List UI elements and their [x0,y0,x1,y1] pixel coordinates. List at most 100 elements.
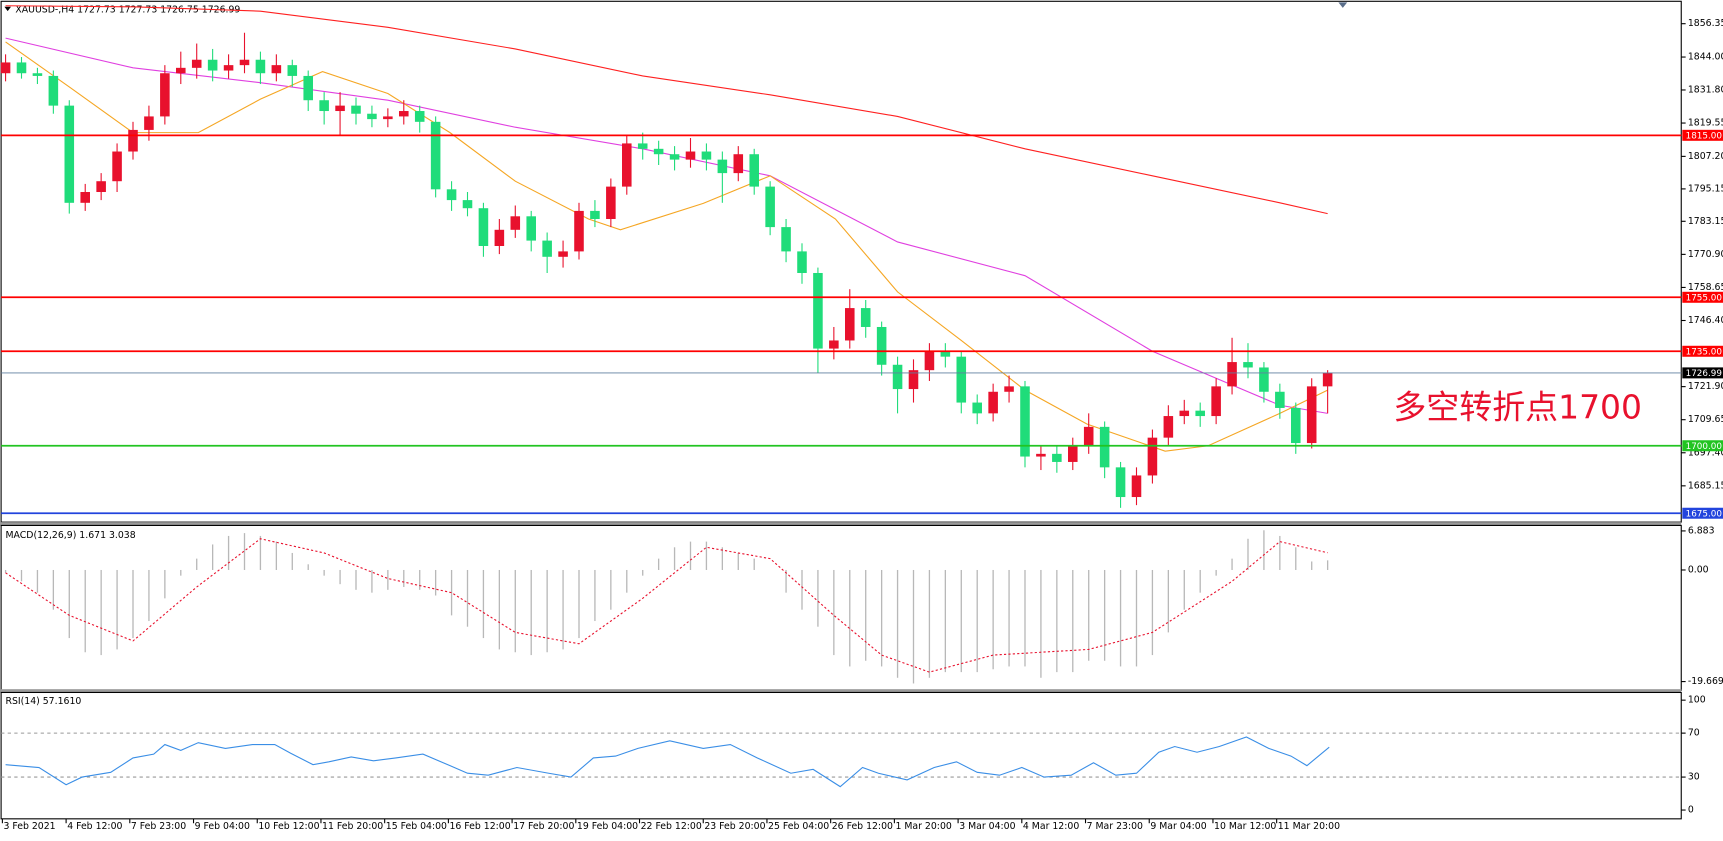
candle-body [446,189,457,201]
candle-body [1067,445,1078,462]
x-tick-label: 4 Feb 12:00 [67,821,122,832]
candle-body [1083,426,1094,446]
candle-body [48,75,59,106]
candle-body [908,370,919,390]
x-tick-label: 10 Feb 12:00 [258,821,319,832]
candle-body [351,105,361,114]
candle-body [574,210,584,252]
y-tick-label: 100 [1688,695,1706,706]
candle-body [1211,386,1221,417]
level-label: 1675.00 [1686,509,1722,519]
panel-title: XAUUSD-,H4 1727.73 1727.73 1726.75 1726.… [15,5,240,16]
rsi-panel [0,691,1682,820]
x-tick-label: 16 Feb 12:00 [449,821,510,832]
x-tick-label: 11 Mar 20:00 [1278,821,1340,832]
candle-body [1099,426,1110,468]
candle-body [1227,362,1237,387]
candle-body [1322,372,1333,387]
candle-body [16,62,27,74]
candle-body [1306,386,1317,444]
y-tick-label: 1746.40 [1688,315,1723,326]
candle-body [128,129,138,152]
y-tick-label: 1709.65 [1688,414,1723,425]
candle-body [669,154,680,160]
candle-body [1020,386,1030,457]
x-tick-label: 23 Feb 20:00 [704,821,765,832]
candle-body [1163,416,1174,438]
y-tick-label: 1770.90 [1688,249,1723,260]
candle-body [765,186,775,228]
signal-line [5,538,1328,673]
candle-body [542,240,552,257]
candle-body [988,391,998,414]
level-label-box [1682,129,1723,141]
x-tick-label: 9 Feb 04:00 [195,821,250,832]
candle-body [749,154,759,187]
y-tick-label: 1856.35 [1688,18,1723,29]
candle-body [717,159,728,174]
candle-body [797,251,807,273]
x-tick-label: 22 Feb 12:00 [641,821,702,832]
y-tick-label: 1831.80 [1688,84,1723,95]
x-tick-label: 9 Mar 04:00 [1150,821,1206,832]
level-label-box [1682,367,1723,379]
candle-body [637,143,648,149]
candle-body [144,116,154,130]
candle-body [462,200,473,209]
y-tick-label: 70 [1688,728,1700,739]
candle-body [239,59,250,66]
y-tick-label: 1758.65 [1688,282,1723,293]
candle-body [956,356,967,403]
candle-body [813,272,823,349]
y-tick-label: 30 [1688,772,1700,783]
candle-body [1259,367,1269,392]
candle-body [701,151,712,160]
level-label-box [1682,440,1723,452]
candle-body [399,111,409,117]
candle-body [526,216,536,241]
x-tick-label: 10 Mar 12:00 [1214,821,1276,832]
candle-body [510,216,521,230]
menu-arrow[interactable] [4,6,11,12]
candle-body [1275,391,1285,408]
price-panel [0,0,1682,523]
candle-body [207,59,218,71]
y-tick-label: 1685.15 [1688,480,1723,491]
x-tick-label: 25 Feb 04:00 [768,821,829,832]
candle-body [940,351,951,357]
candle-body [383,116,393,120]
candle-body [1290,407,1301,444]
level-label: 1755.00 [1686,293,1722,303]
candle-body [972,402,982,414]
candle-body [287,65,298,76]
annotation: 多空转折点1700 [1393,387,1642,426]
candle-body [1179,410,1190,417]
level-label: 1726.99 [1686,369,1722,379]
macd-panel [0,524,1682,691]
panel-separator [0,689,1682,693]
candle-body [1195,410,1205,417]
level-label: 1735.00 [1686,347,1722,357]
candle-body [80,192,90,203]
candle-body [685,151,696,160]
candle-body [1036,453,1046,457]
y-tick-label: 1783.15 [1688,216,1723,227]
candle-body [191,59,202,68]
x-tick-label: 26 Feb 12:00 [832,821,893,832]
x-tick-label: 19 Feb 04:00 [577,821,638,832]
candle-body [494,229,505,246]
candle-body [271,65,282,74]
candle-body [303,75,313,101]
candle-body [96,181,106,193]
candle-body [1131,475,1142,498]
candle-body [335,105,345,112]
candle-body [64,105,75,203]
y-tick-label: 0 [1688,805,1694,816]
candle-body [829,340,839,349]
panel-title: RSI(14) 57.1610 [5,696,81,707]
candle-body [32,73,43,76]
candle-body [1147,437,1158,476]
moving-average [5,41,1328,452]
x-tick-label: 1 Mar 20:00 [895,821,951,832]
candle-body [876,326,887,365]
